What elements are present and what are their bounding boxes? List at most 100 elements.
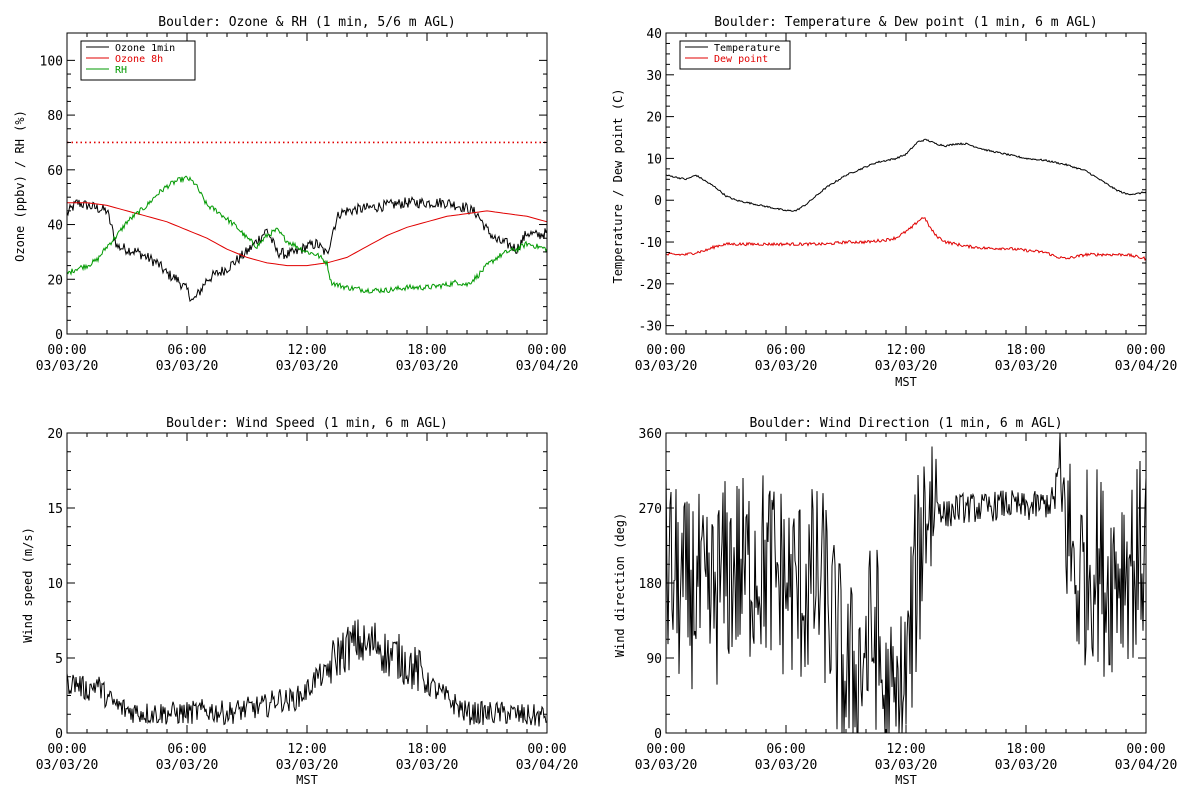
- chart-wind-speed: Boulder: Wind Speed (1 min, 6 m AGL) Win…: [21, 416, 578, 787]
- x-tick-label-date: 03/03/20: [635, 758, 698, 773]
- series-line-rh: [67, 175, 547, 294]
- x-tick-label-date: 03/03/20: [156, 359, 219, 374]
- y-tick-label: 270: [639, 502, 662, 517]
- plot-frame: [665, 32, 1147, 335]
- series-line-temperature: [666, 138, 1146, 212]
- x-tick-label-date: 03/03/20: [635, 359, 698, 374]
- y-tick-label: 360: [639, 427, 662, 442]
- plot-area: 09018027036000:0003/03/2006:0003/03/2012…: [635, 427, 1178, 773]
- y-tick-label: -30: [639, 320, 662, 335]
- series-line-ozone-8h: [67, 202, 547, 267]
- x-tick-label-time: 06:00: [167, 742, 206, 757]
- y-tick-label: 0: [654, 727, 662, 742]
- y-tick-label: 90: [646, 652, 662, 667]
- x-tick-label-time: 18:00: [407, 742, 446, 757]
- x-tick-label-date: 03/03/20: [156, 758, 219, 773]
- y-axis-label: Ozone (ppbv) / RH (%): [13, 110, 27, 262]
- x-tick-label-time: 06:00: [766, 343, 805, 358]
- x-tick-label-date: 03/03/20: [36, 359, 99, 374]
- y-tick-label: 0: [654, 194, 662, 209]
- chart-ozone-rh: Boulder: Ozone & RH (1 min, 5/6 m AGL) O…: [13, 15, 578, 374]
- series-line-dew-point: [666, 217, 1146, 262]
- x-tick-label-date: 03/03/20: [995, 758, 1058, 773]
- y-tick-label: 60: [47, 164, 63, 179]
- plot-area: 0510152000:0003/03/2006:0003/03/2012:000…: [36, 427, 579, 773]
- legend-label: Ozone 8h: [115, 54, 163, 65]
- y-tick-label: 0: [55, 328, 63, 343]
- series-line-0: [666, 433, 1146, 733]
- series-line-ozone-1min: [67, 195, 547, 303]
- y-axis-label: Wind direction (deg): [613, 513, 627, 658]
- x-tick-label-time: 06:00: [766, 742, 805, 757]
- y-tick-label: 80: [47, 109, 63, 124]
- x-tick-label-date: 03/03/20: [875, 758, 938, 773]
- y-tick-label: 20: [646, 111, 662, 126]
- y-tick-label: -10: [639, 236, 662, 251]
- y-axis-label: Temperature / Dew point (C): [611, 88, 625, 283]
- x-tick-label-date: 03/03/20: [396, 359, 459, 374]
- x-tick-label-time: 18:00: [1006, 343, 1045, 358]
- y-tick-label: 5: [55, 652, 63, 667]
- x-tick-label-time: 00:00: [1126, 343, 1165, 358]
- x-tick-label-date: 03/03/20: [396, 758, 459, 773]
- x-tick-label-date: 03/03/20: [276, 359, 339, 374]
- y-tick-label: 10: [47, 577, 63, 592]
- plot-area: 02040608010000:0003/03/2006:0003/03/2012…: [36, 32, 579, 374]
- chart-title: Boulder: Temperature & Dew point (1 min,…: [714, 15, 1098, 30]
- legend-box: [679, 40, 791, 70]
- x-tick-label-time: 12:00: [886, 343, 925, 358]
- y-tick-label: 100: [40, 54, 63, 69]
- y-tick-label: 30: [646, 69, 662, 84]
- x-tick-label-time: 18:00: [1006, 742, 1045, 757]
- x-tick-label-time: 12:00: [886, 742, 925, 757]
- chart-wind-direction: Boulder: Wind Direction (1 min, 6 m AGL)…: [613, 416, 1177, 787]
- y-tick-label: 15: [47, 502, 63, 517]
- x-tick-label-time: 00:00: [527, 343, 566, 358]
- x-tick-label-time: 00:00: [527, 742, 566, 757]
- chart-temperature-dewpoint: Boulder: Temperature & Dew point (1 min,…: [611, 15, 1177, 389]
- chart-title: Boulder: Wind Direction (1 min, 6 m AGL): [749, 416, 1062, 431]
- x-tick-label-time: 00:00: [47, 343, 86, 358]
- x-tick-label-date: 03/04/20: [516, 758, 579, 773]
- x-tick-label-date: 03/04/20: [1115, 758, 1178, 773]
- legend-label: Dew point: [714, 54, 768, 65]
- y-tick-label: 20: [47, 427, 63, 442]
- x-axis-label: MST: [895, 375, 917, 389]
- legend-label: Temperature: [714, 43, 780, 54]
- x-tick-label-time: 00:00: [47, 742, 86, 757]
- x-tick-label-date: 03/03/20: [995, 359, 1058, 374]
- x-tick-label-date: 03/03/20: [755, 758, 818, 773]
- y-tick-label: 0: [55, 727, 63, 742]
- x-axis-label: MST: [296, 773, 318, 787]
- x-tick-label-date: 03/03/20: [875, 359, 938, 374]
- y-tick-label: 40: [646, 27, 662, 42]
- x-tick-label-date: 03/04/20: [516, 359, 579, 374]
- x-tick-label-time: 18:00: [407, 343, 446, 358]
- x-tick-label-time: 12:00: [287, 343, 326, 358]
- y-tick-label: 20: [47, 273, 63, 288]
- y-tick-label: 40: [47, 219, 63, 234]
- x-tick-label-date: 03/03/20: [276, 758, 339, 773]
- chart-title: Boulder: Wind Speed (1 min, 6 m AGL): [166, 416, 448, 431]
- x-tick-label-date: 03/03/20: [36, 758, 99, 773]
- legend-label: Ozone 1min: [115, 43, 175, 54]
- x-axis-label: MST: [895, 773, 917, 787]
- x-tick-label-date: 03/04/20: [1115, 359, 1178, 374]
- plot-area: -30-20-1001020304000:0003/03/2006:0003/0…: [635, 27, 1178, 374]
- legend-label: RH: [115, 65, 127, 76]
- series-line-0: [67, 619, 547, 727]
- x-tick-label-date: 03/03/20: [755, 359, 818, 374]
- x-tick-label-time: 12:00: [287, 742, 326, 757]
- x-tick-label-time: 00:00: [646, 343, 685, 358]
- x-tick-label-time: 00:00: [646, 742, 685, 757]
- y-tick-label: 10: [646, 152, 662, 167]
- x-tick-label-time: 00:00: [1126, 742, 1165, 757]
- x-tick-label-time: 06:00: [167, 343, 206, 358]
- y-tick-label: -20: [639, 278, 662, 293]
- y-axis-label: Wind speed (m/s): [21, 527, 35, 643]
- y-tick-label: 180: [639, 577, 662, 592]
- chart-title: Boulder: Ozone & RH (1 min, 5/6 m AGL): [158, 15, 455, 30]
